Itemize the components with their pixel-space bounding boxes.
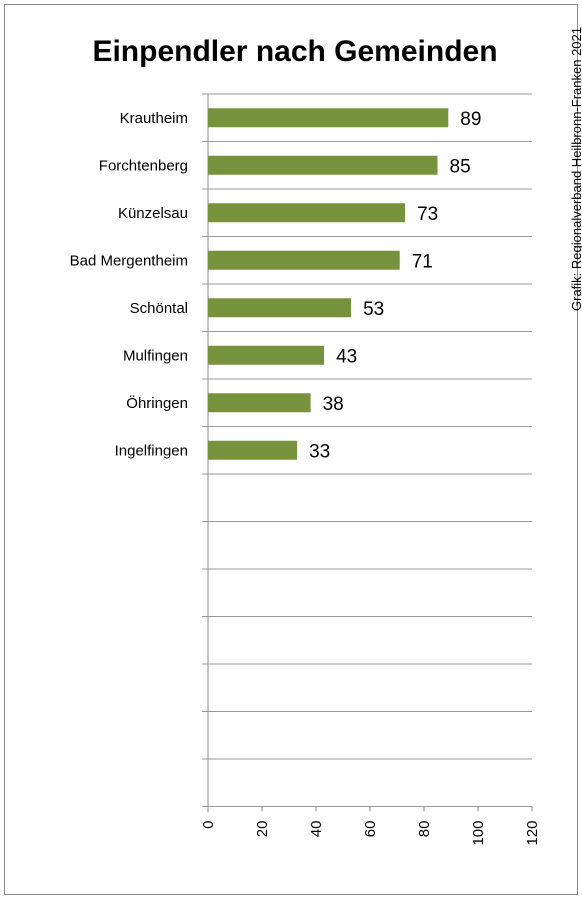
data-label: 33	[309, 441, 330, 462]
bar	[208, 298, 352, 318]
x-tick-label: 40	[308, 821, 325, 838]
bar	[208, 393, 311, 413]
category-label: Mulfingen	[123, 347, 188, 364]
category-label: Künzelsau	[118, 205, 188, 222]
x-tick-label: 20	[254, 821, 271, 838]
data-label: 43	[336, 346, 357, 367]
bar	[208, 345, 325, 365]
x-tick-label: 120	[524, 821, 541, 846]
data-label: 71	[412, 251, 433, 272]
x-tick-label: 100	[470, 821, 487, 846]
chart-title: Einpendler nach Gemeinden	[92, 35, 498, 68]
category-label: Forchtenberg	[99, 157, 188, 174]
data-label: 73	[417, 204, 438, 225]
bar	[208, 440, 298, 460]
data-label: 85	[450, 156, 471, 177]
x-tick-label: 80	[416, 821, 433, 838]
bar	[208, 250, 400, 270]
category-label: Ingelfingen	[115, 442, 188, 459]
data-label: 53	[363, 299, 384, 320]
category-label: Schöntal	[130, 300, 188, 317]
x-tick-label: 60	[362, 821, 379, 838]
data-label: 38	[323, 394, 344, 415]
category-label: Bad Mergentheim	[70, 252, 188, 269]
data-label: 89	[460, 109, 481, 130]
category-label: Öhringen	[126, 394, 188, 412]
category-label: Krautheim	[120, 110, 188, 127]
x-tick-label: 0	[200, 821, 217, 829]
bar	[208, 108, 449, 128]
bar	[208, 155, 438, 175]
bar	[208, 203, 406, 223]
